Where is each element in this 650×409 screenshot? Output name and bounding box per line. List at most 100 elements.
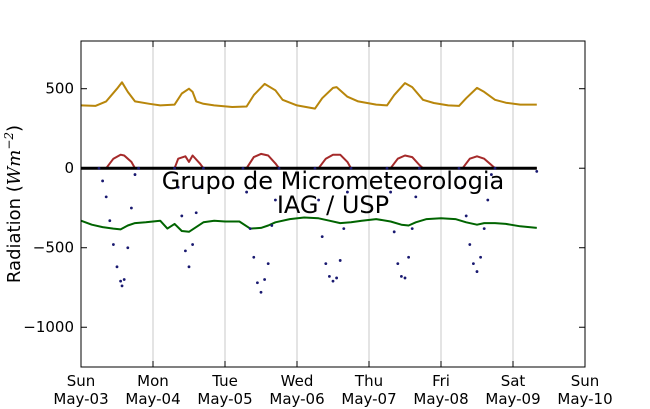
data-point [259,290,263,294]
y-tick-label: −500 [33,239,74,257]
data-point [493,166,497,170]
y-axis-label-prefix: Radiation ( [4,185,25,283]
data-point [389,190,392,194]
x-tick-label-date: May-09 [485,390,540,408]
data-point [392,230,396,234]
series-line [80,81,537,110]
x-tick-label-date: May-08 [413,390,468,408]
data-point [274,198,277,202]
data-point [176,185,180,189]
data-point [385,166,389,170]
x-tick-label-day: Fri [432,372,450,390]
x-tick-label-date: May-04 [125,390,180,408]
data-point [410,227,414,231]
data-point [472,262,475,266]
data-point [202,166,205,170]
data-point [194,211,198,215]
data-point [263,278,266,281]
y-axis-label-exponent: −2 [2,132,16,150]
series-layer [80,81,539,294]
series-dots [97,166,539,294]
data-point [475,270,479,273]
y-axis-label: Radiation (Wm−2) [2,125,25,283]
data-point [414,195,418,199]
data-point [252,255,256,259]
x-tick-label-date: May-07 [341,390,396,408]
data-point [104,195,108,199]
x-tick-label-date: May-10 [557,390,612,408]
data-point [482,227,486,231]
data-point [490,173,493,176]
data-point [120,284,124,288]
data-point [407,255,410,259]
data-point [191,243,195,246]
data-point [119,279,122,283]
x-tick-label-day: Thu [354,372,383,390]
data-point [133,173,137,176]
data-point [126,246,130,250]
watermark-line-2: IAG / USP [277,191,389,219]
y-tick-label: 0 [64,159,74,177]
plot-frame [80,40,586,368]
data-point [320,235,324,239]
watermark-line-1: Grupo de Micrometeorologia [162,167,504,195]
data-point [335,276,338,280]
data-point [535,170,539,173]
x-axis-ticks: SunMay-03MonMay-04TueMay-05WedMay-06ThuM… [53,41,613,408]
data-point [328,274,331,278]
data-point [198,185,202,189]
watermark: Grupo de Micrometeorologia IAG / USP [162,167,504,219]
data-point [112,243,115,246]
data-point [486,198,490,202]
data-point [418,166,421,170]
data-point [137,166,141,170]
y-axis-ticks: 500 0 −500 −1000 [23,80,585,336]
data-point [101,179,104,183]
x-tick-label-day: Mon [137,372,169,390]
data-point [97,166,101,170]
data-point [130,206,133,210]
data-point [122,278,126,281]
data-point [400,274,403,278]
data-point [313,166,317,170]
data-point [245,190,249,194]
data-point [461,185,464,189]
data-point [403,276,407,280]
x-tick-label-date: May-06 [269,390,324,408]
data-point [324,262,328,266]
data-point [342,227,346,231]
data-point [349,166,353,170]
data-point [266,262,270,266]
data-point [115,265,119,269]
data-point [256,281,259,285]
data-point [317,198,320,202]
data-point [457,166,461,170]
y-tick-label: 500 [45,80,74,98]
y-axis-label-unit: Wm [4,150,25,186]
x-tick-label-day: Sat [501,372,526,390]
data-point [184,249,187,253]
grid-lines [152,41,514,367]
x-tick-label-date: May-05 [197,390,252,408]
x-tick-label-day: Wed [281,372,314,390]
data-point [241,166,245,170]
data-point [464,214,468,218]
data-point [270,224,274,227]
x-tick-label-day: Tue [211,372,238,390]
data-point [180,214,184,218]
data-point [346,190,349,194]
data-point [338,259,342,262]
data-point [173,166,177,170]
data-point [248,227,252,231]
x-tick-label-day: Sun [67,372,96,390]
x-tick-label-date: May-03 [53,390,108,408]
data-point [331,279,335,283]
y-tick-label: −1000 [23,318,74,336]
y-axis-label-suffix: ) [4,125,25,132]
data-point [479,255,482,259]
x-tick-label-day: Sun [571,372,600,390]
data-point [277,166,281,170]
series-line [80,216,537,233]
data-point [187,265,191,269]
